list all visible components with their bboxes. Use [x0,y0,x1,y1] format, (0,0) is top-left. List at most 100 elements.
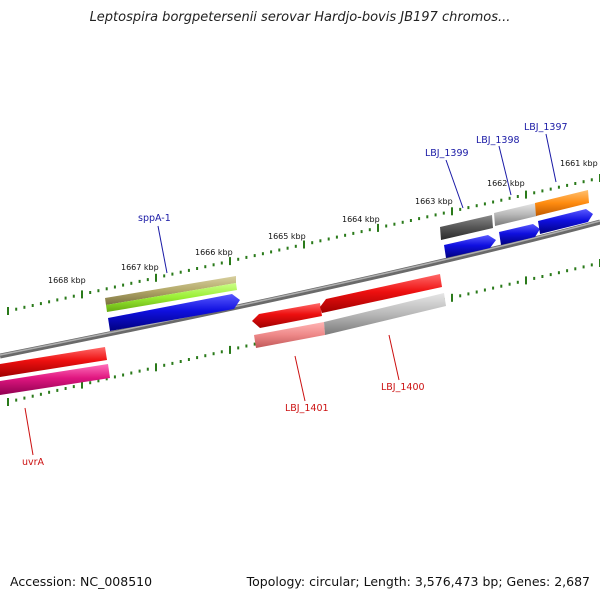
leader-lbj1397 [545,133,557,183]
minor-tick [48,390,51,394]
minor-tick [311,241,314,245]
minor-tick [516,195,519,198]
minor-tick [163,274,166,278]
minor-tick [557,185,560,189]
cds-salmon-1401[interactable] [254,322,325,348]
major-tick [7,307,9,315]
cds-red-left[interactable] [0,347,107,377]
cds-olive[interactable] [105,276,236,305]
kbp-label: 1668 kbp [48,276,86,285]
minor-tick [483,288,486,292]
cds-red-1401[interactable] [252,303,322,328]
minor-tick [31,394,34,398]
minor-tick [500,198,503,202]
minor-tick [39,302,42,306]
cds-darkgray[interactable] [440,215,493,240]
minor-tick [590,178,593,182]
minor-tick [179,270,182,274]
major-tick [81,380,83,389]
cds-pink-uvra[interactable] [0,364,110,395]
minor-tick [533,191,536,195]
minor-tick [385,224,388,228]
minor-tick [467,292,470,296]
minor-tick [426,215,429,219]
minor-tick [516,280,519,284]
minor-tick [253,342,256,346]
minor-tick [261,252,264,256]
minor-tick [245,255,248,259]
minor-tick [204,354,207,358]
minor-tick [245,344,248,348]
minor-tick [105,287,108,291]
minor-tick [130,371,133,375]
minor-tick [360,230,363,234]
minor-tick [23,396,26,400]
leader-sppa [157,225,168,274]
minor-tick [566,183,569,187]
minor-tick [122,373,125,377]
minor-tick [138,369,141,373]
minor-tick [459,294,462,298]
minor-tick [39,392,42,396]
gene-label-lbj1397[interactable]: LBJ_1397 [524,122,568,133]
minor-tick [105,377,108,381]
major-tick [377,223,379,232]
cds-blue-1398[interactable] [499,224,540,245]
cds-blue-sppa[interactable] [108,294,240,331]
minor-tick [146,367,149,371]
minor-tick [204,265,207,269]
minor-tick [335,235,338,239]
upper-tick-track [7,174,600,315]
minor-tick [31,304,34,307]
cds-blue-1397[interactable] [538,209,593,234]
major-tick [7,398,9,406]
minor-tick [56,388,59,392]
minor-tick [113,285,116,289]
cds-blue-1399[interactable] [444,235,496,258]
minor-tick [418,217,421,221]
major-tick [451,293,453,302]
minor-tick [89,291,92,294]
minor-tick [122,283,125,287]
gene-label-lbj1400[interactable]: LBJ_1400 [381,382,425,393]
minor-tick [442,211,445,215]
minor-tick [48,300,51,304]
gene-label-uvra[interactable]: uvrA [22,457,45,468]
minor-tick [475,204,478,208]
minor-tick [15,307,18,311]
major-tick [81,290,83,299]
minor-tick [97,289,100,293]
genome-backbone-highlight [0,220,600,356]
minor-tick [533,276,536,280]
cds-gray-1398[interactable] [494,203,537,226]
minor-tick [196,356,199,360]
minor-tick [549,187,552,191]
cds-gray-1400[interactable] [324,293,446,335]
cds-lime[interactable] [106,283,237,312]
gene-label-lbj1398[interactable]: LBJ_1398 [476,135,520,146]
leader-uvra [24,407,34,456]
cds-orange-1397[interactable] [535,190,589,216]
gene-label-sppa[interactable]: sppA-1 [138,213,171,224]
kbp-label: 1663 kbp [415,197,453,206]
major-tick [155,363,157,372]
minor-tick [368,228,371,232]
minor-tick [89,381,92,385]
gene-label-lbj1401[interactable]: LBJ_1401 [285,403,329,414]
minor-tick [492,286,495,290]
minor-tick [64,296,67,300]
minor-tick [352,231,355,235]
minor-tick [212,263,215,267]
minor-tick [187,268,190,272]
minor-tick [401,220,404,224]
cds-red-1400[interactable] [320,274,442,313]
gene-label-lbj1399[interactable]: LBJ_1399 [425,148,469,159]
major-tick [451,207,453,216]
minor-tick [475,290,478,294]
minor-tick [64,387,67,390]
minor-tick [492,200,495,204]
kbp-label: 1666 kbp [195,248,233,257]
minor-tick [508,282,511,286]
